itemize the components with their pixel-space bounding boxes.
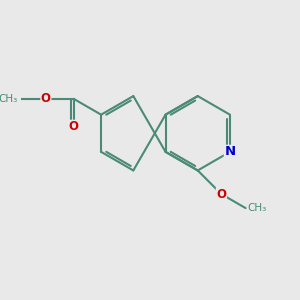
Text: O: O: [216, 188, 226, 201]
Text: CH₃: CH₃: [248, 203, 267, 213]
Text: CH₃: CH₃: [0, 94, 18, 104]
Text: O: O: [69, 120, 79, 133]
Text: O: O: [41, 92, 51, 105]
Text: N: N: [224, 146, 236, 158]
